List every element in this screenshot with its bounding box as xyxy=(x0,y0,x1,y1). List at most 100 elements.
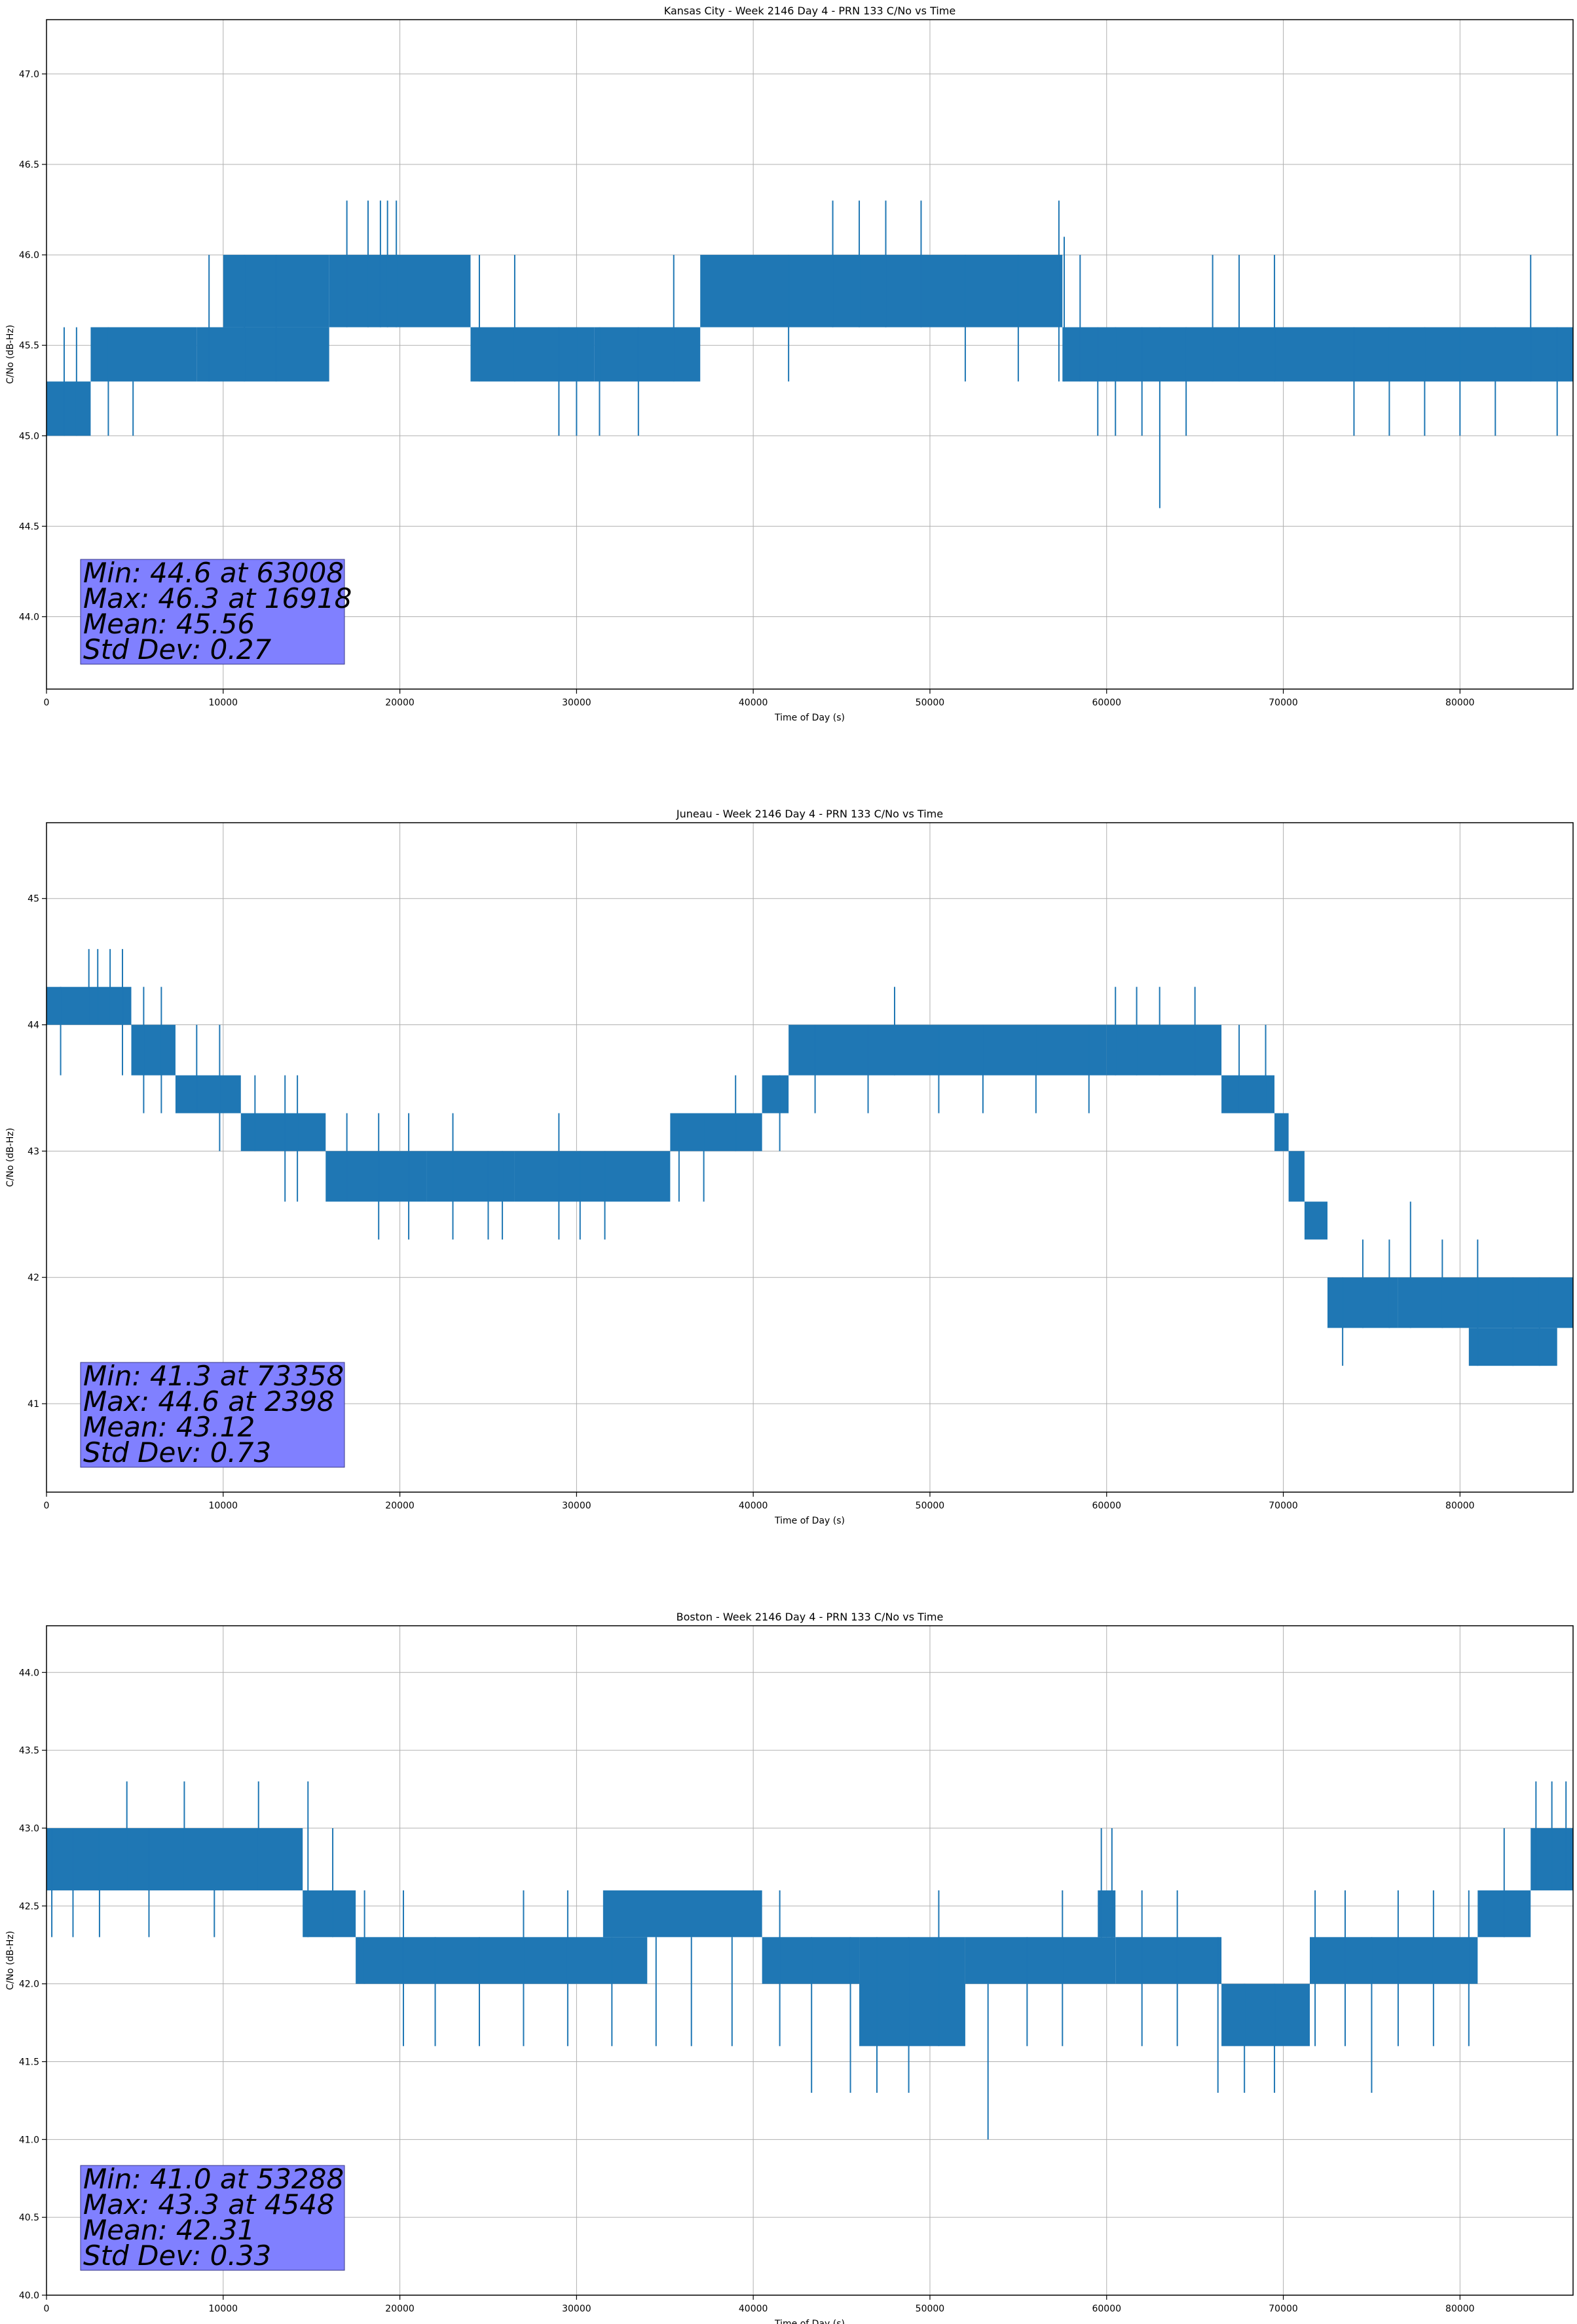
x-tick-label: 40000 xyxy=(739,1501,768,1511)
x-tick-label: 40000 xyxy=(739,698,768,708)
axes-frame xyxy=(46,822,1574,1493)
x-tick-label: 20000 xyxy=(385,698,415,708)
data-band xyxy=(514,1151,671,1202)
data-band xyxy=(670,1113,762,1152)
stats-line: Max: 46.3 at 16918 xyxy=(83,582,352,614)
stats-line: Mean: 43.12 xyxy=(83,1411,255,1443)
y-tick-label: 43 xyxy=(28,1146,39,1157)
y-tick-label: 45 xyxy=(28,894,39,905)
data-band xyxy=(1304,1201,1327,1240)
x-tick-label: 70000 xyxy=(1269,698,1298,708)
chart-title: Juneau - Week 2146 Day 4 - PRN 133 C/No … xyxy=(676,808,943,820)
x-tick-label: 50000 xyxy=(916,2304,945,2314)
data-band xyxy=(325,1151,427,1202)
x-tick-label: 60000 xyxy=(1092,698,1121,708)
y-tick-label: 41.0 xyxy=(19,2135,39,2145)
x-tick-label: 0 xyxy=(44,1501,50,1511)
x-tick-label: 10000 xyxy=(209,1501,238,1511)
data-band xyxy=(196,327,329,382)
series-line xyxy=(46,948,1573,1366)
data-band xyxy=(46,1827,303,1891)
data-band xyxy=(1310,1937,1478,1984)
x-tick-label: 30000 xyxy=(562,2304,591,2314)
y-tick-label: 41 xyxy=(28,1399,39,1410)
data-band xyxy=(90,327,197,382)
stats-line: Max: 44.6 at 2398 xyxy=(83,1385,335,1417)
data-band xyxy=(1115,1937,1222,1984)
x-tick-label: 60000 xyxy=(1092,2304,1121,2314)
subplot-2: 0 10000 20000 30000 40000 50000 60000 70000 8000… xyxy=(5,808,1574,1526)
subplot-1: 0 10000 20000 30000 40000 50000 60000 70000 8000… xyxy=(5,5,1574,723)
x-tick-label: 30000 xyxy=(562,1501,591,1511)
stats-line: Std Dev: 0.73 xyxy=(83,1436,271,1469)
y-tick-label: 40.5 xyxy=(19,2213,39,2223)
data-band xyxy=(470,327,595,382)
stats-line: Min: 41.0 at 53288 xyxy=(83,2163,344,2195)
x-tick-label: 20000 xyxy=(385,2304,415,2314)
data-band xyxy=(46,381,91,436)
data-band xyxy=(594,327,701,382)
axes-frame xyxy=(46,1625,1574,2296)
x-axis-label: Time of Day (s) xyxy=(774,713,845,723)
x-tick-label: 0 xyxy=(44,698,50,708)
x-tick-label: 50000 xyxy=(916,698,945,708)
data-band xyxy=(965,1937,1116,1984)
y-tick-label: 44.0 xyxy=(19,612,39,623)
y-tick-label: 42 xyxy=(28,1273,39,1283)
data-band xyxy=(859,1937,965,2046)
x-tick-label: 70000 xyxy=(1269,1501,1298,1511)
axes-frame xyxy=(46,19,1574,690)
x-tick-label: 10000 xyxy=(209,2304,238,2314)
x-axis-label: Time of Day (s) xyxy=(774,2319,845,2324)
data-band xyxy=(1288,1151,1305,1202)
y-tick-label: 42.5 xyxy=(19,1902,39,1912)
data-band xyxy=(240,1113,326,1152)
chart-title: Boston - Week 2146 Day 4 - PRN 133 C/No … xyxy=(677,1611,944,1623)
data-band xyxy=(762,1937,860,1984)
y-axis-label: C/No (dB-Hz) xyxy=(5,325,16,384)
data-band xyxy=(603,1890,762,1938)
y-tick-label: 44 xyxy=(28,1021,39,1031)
data-band xyxy=(1274,1113,1289,1152)
chart-title: Kansas City - Week 2146 Day 4 - PRN 133 … xyxy=(664,5,955,17)
y-tick-label: 42.0 xyxy=(19,1979,39,1990)
y-tick-label: 43.0 xyxy=(19,1824,39,1834)
x-tick-label: 50000 xyxy=(916,1501,945,1511)
data-band xyxy=(762,1075,789,1114)
stats-box xyxy=(80,2165,345,2271)
stats-line: Std Dev: 0.27 xyxy=(83,633,271,665)
stats-line: Mean: 45.56 xyxy=(83,608,255,640)
y-tick-label: 46.0 xyxy=(19,250,39,261)
y-tick-label: 40.0 xyxy=(19,2291,39,2301)
x-axis-label: Time of Day (s) xyxy=(774,1516,845,1526)
data-band xyxy=(1398,1277,1573,1328)
stats-line: Min: 44.6 at 63008 xyxy=(83,557,344,589)
data-band xyxy=(788,1024,1107,1076)
x-tick-label: 0 xyxy=(44,2304,50,2314)
x-tick-label: 10000 xyxy=(209,698,238,708)
y-tick-label: 45.0 xyxy=(19,431,39,441)
stats-line: Min: 41.3 at 73358 xyxy=(83,1360,344,1392)
x-tick-label: 80000 xyxy=(1445,1501,1475,1511)
y-tick-label: 47.0 xyxy=(19,69,39,80)
data-band xyxy=(131,1024,176,1076)
y-tick-label: 44.5 xyxy=(19,521,39,532)
x-tick-label: 40000 xyxy=(739,2304,768,2314)
stats-line: Mean: 42.31 xyxy=(83,2214,255,2246)
subplot-3: 0 10000 20000 30000 40000 50000 60000 70000 8000… xyxy=(5,1611,1574,2324)
y-axis-label: C/No (dB-Hz) xyxy=(5,1128,16,1187)
data-band xyxy=(1221,1983,1310,2046)
y-tick-label: 46.5 xyxy=(19,160,39,170)
stats-box xyxy=(80,1362,345,1468)
x-tick-label: 60000 xyxy=(1092,1501,1121,1511)
stats-line: Std Dev: 0.33 xyxy=(83,2240,271,2272)
x-tick-label: 80000 xyxy=(1445,698,1475,708)
series-line xyxy=(46,200,1573,508)
y-axis-label: C/No (dB-Hz) xyxy=(5,1931,16,1990)
x-tick-label: 30000 xyxy=(562,698,591,708)
subplots: 0 10000 20000 30000 40000 50000 60000 70000 8000… xyxy=(5,5,1574,2324)
data-band xyxy=(1221,1075,1275,1114)
x-tick-label: 70000 xyxy=(1269,2304,1298,2314)
